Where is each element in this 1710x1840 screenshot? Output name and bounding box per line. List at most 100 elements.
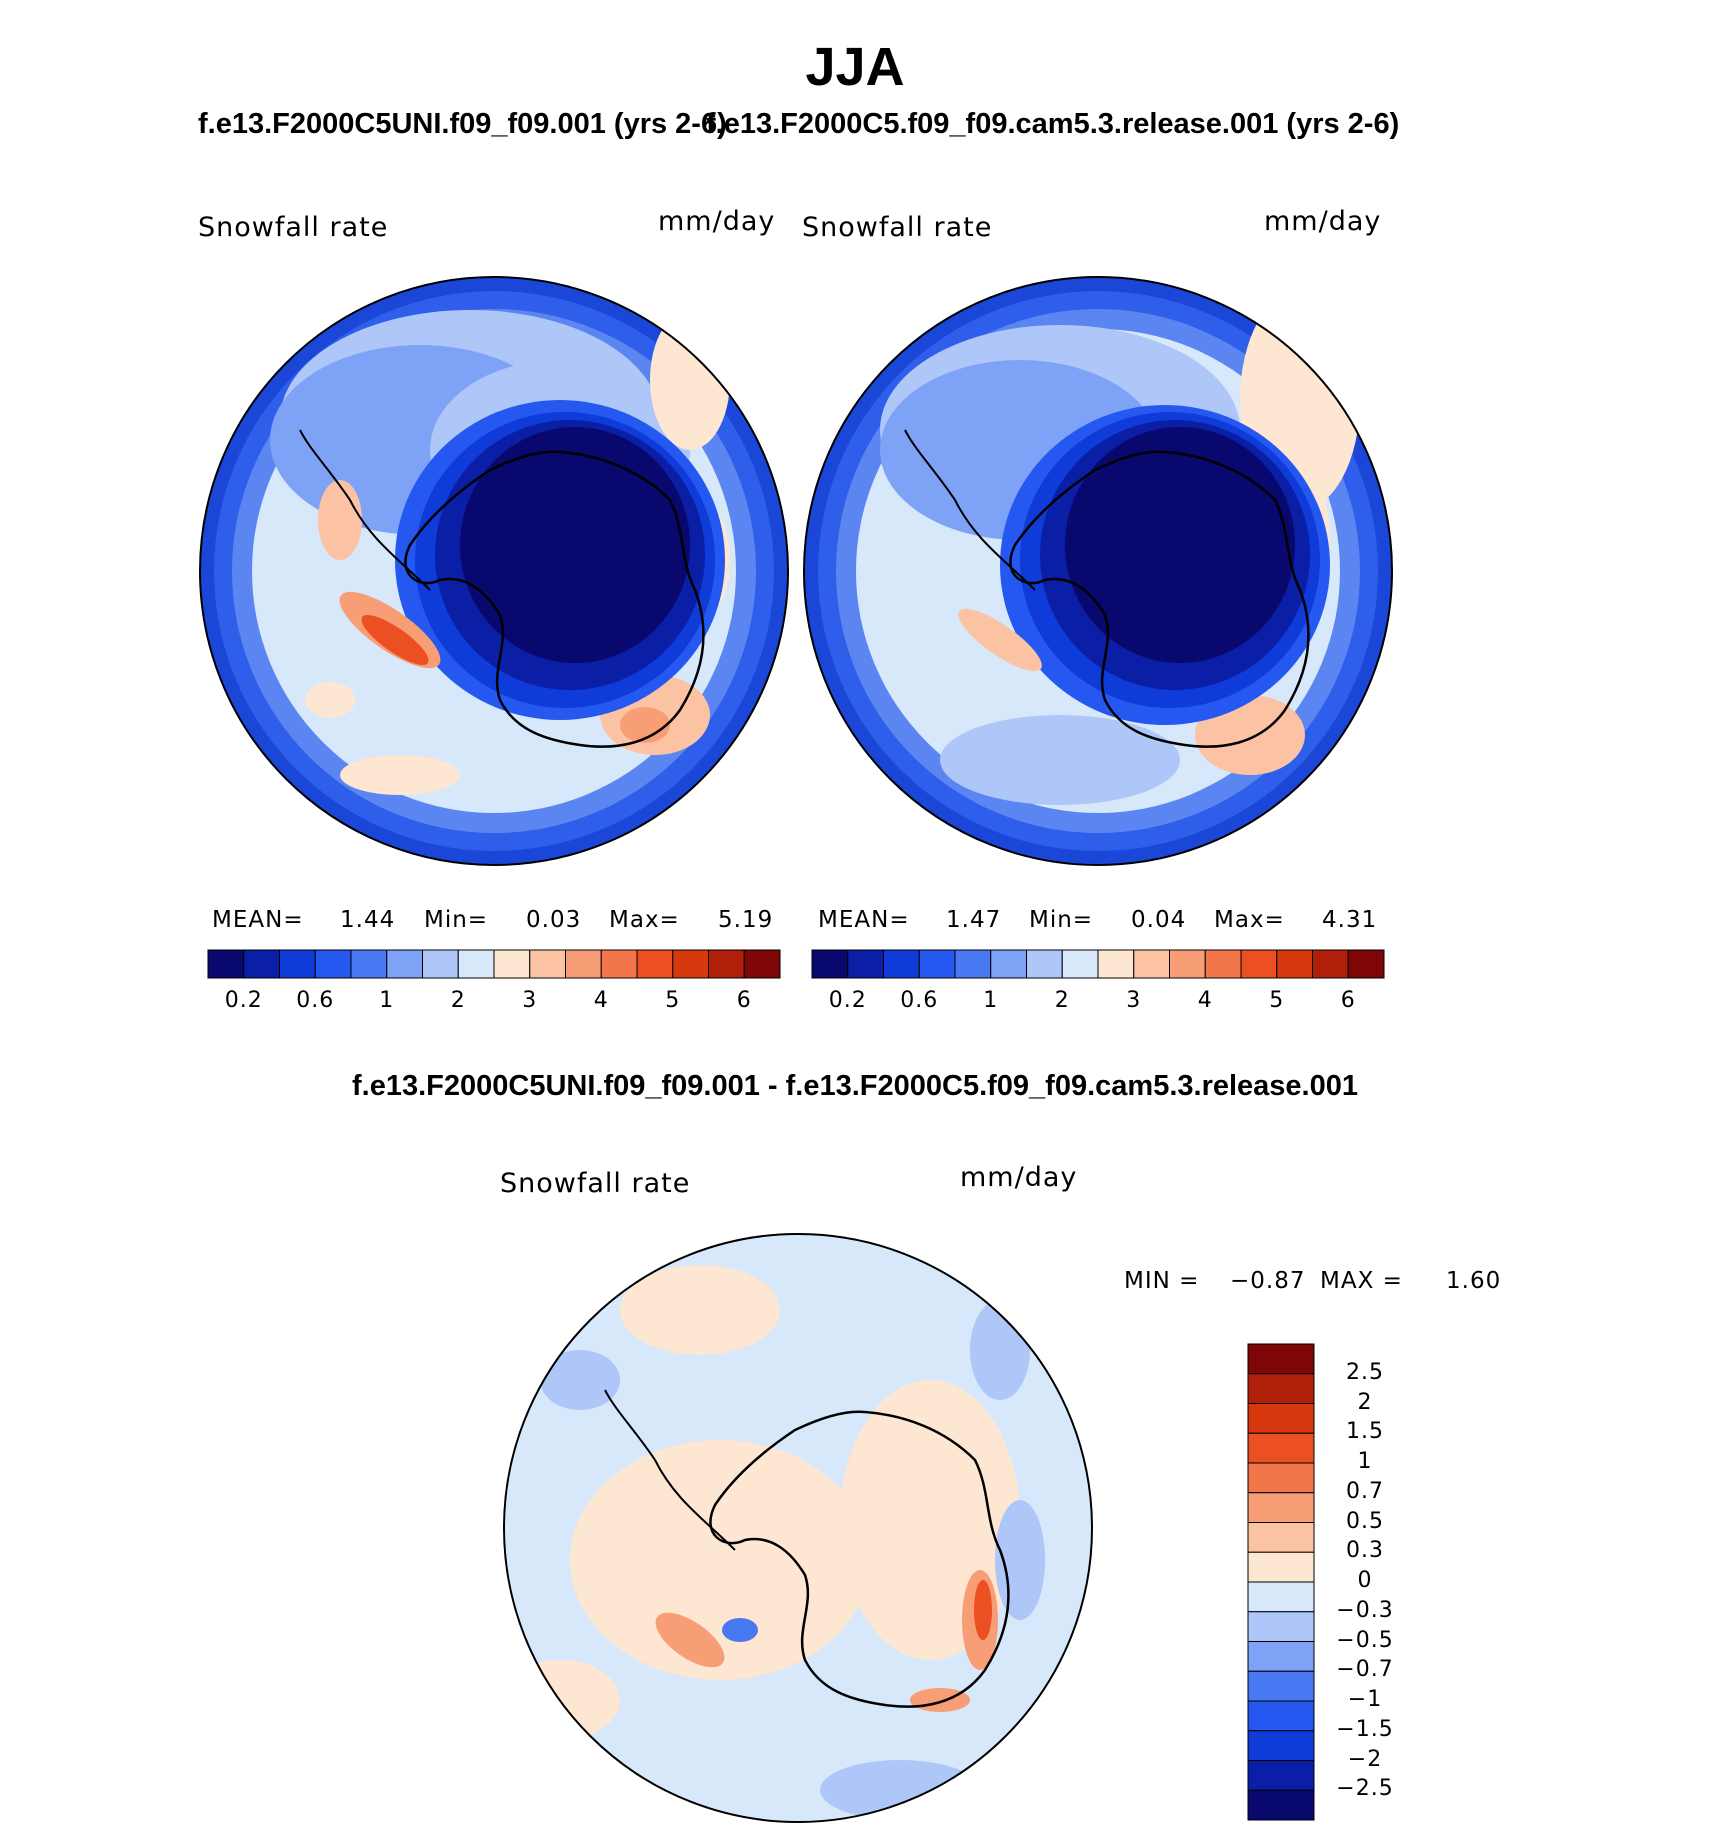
- colorbar-swatch: [279, 949, 316, 979]
- difference-variable-label: Snowfall rate: [500, 1168, 691, 1199]
- colorbar-swatch: [1347, 949, 1385, 979]
- colorbar-tick-label: 2: [450, 988, 466, 1013]
- colorbar-swatch: [708, 949, 745, 979]
- colorbar-tick-label: −2.5: [1336, 1776, 1394, 1802]
- colorbar-tick-label: 1: [1357, 1449, 1373, 1474]
- colorbar-tick-label: −0.3: [1336, 1597, 1394, 1623]
- panel1-mean-label: MEAN=: [212, 907, 304, 933]
- colorbar-swatch: [1247, 1641, 1315, 1672]
- colorbar-tick-label: 2.5: [1346, 1359, 1384, 1385]
- colorbar-swatch: [1247, 1403, 1315, 1434]
- colorbar-swatch: [243, 949, 280, 979]
- colorbar-swatch: [350, 949, 388, 979]
- colorbar-swatch: [1247, 1581, 1315, 1613]
- colorbar-tick-label: 1.5: [1346, 1419, 1384, 1445]
- panel2-case-title: f.e13.F2000C5.f09_f09.cam5.3.release.001…: [706, 108, 1400, 140]
- colorbar-tick-label: −1: [1347, 1687, 1383, 1712]
- colorbar-tick-label: 5: [665, 988, 681, 1013]
- colorbar-tick-label: −0.5: [1336, 1627, 1394, 1653]
- colorbar-swatch: [1240, 949, 1278, 979]
- panel1-case-title: f.e13.F2000C5UNI.f09_f09.001 (yrs 2-6): [198, 108, 727, 140]
- difference-title: f.e13.F2000C5UNI.f09_f09.001 - f.e13.F20…: [352, 1070, 1358, 1102]
- colorbar-swatch: [918, 949, 956, 979]
- colorbar-swatch: [1026, 949, 1063, 979]
- figure-title: JJA: [805, 37, 905, 97]
- colorbar-tick-label: 0.6: [296, 988, 335, 1013]
- colorbar-tick-label: 4: [593, 988, 609, 1013]
- colorbar-swatch: [386, 949, 423, 979]
- panel2-min-label: Min=: [1029, 907, 1094, 933]
- colorbar-swatch: [1247, 1551, 1315, 1583]
- colorbar-swatch: [1247, 1522, 1315, 1553]
- colorbar-tick-label: 1: [379, 988, 395, 1013]
- colorbar-tick-label: −0.7: [1336, 1657, 1394, 1683]
- panel1-variable-label: Snowfall rate: [198, 212, 389, 243]
- colorbar-tick-label: 2: [1357, 1389, 1373, 1415]
- panel1-max-value: 5.19: [718, 907, 774, 933]
- difference-max-label: MAX =: [1320, 1268, 1403, 1294]
- colorbar-swatch: [1097, 949, 1135, 979]
- colorbar-swatch: [743, 949, 781, 979]
- colorbar-swatch: [1247, 1760, 1315, 1791]
- difference-colorbar: [1247, 1343, 1315, 1821]
- colorbar-swatch: [1312, 949, 1349, 979]
- colorbar-tick-label: 0.2: [828, 988, 867, 1013]
- difference-min-label: MIN =: [1124, 1268, 1200, 1294]
- panel1-min-value: 0.03: [526, 907, 582, 933]
- panel2-polar-map: [804, 277, 1392, 865]
- colorbar-swatch: [529, 949, 566, 979]
- panel2-colorbar: [811, 949, 1385, 979]
- colorbar-swatch: [1247, 1373, 1315, 1404]
- colorbar-swatch: [1061, 949, 1099, 979]
- colorbar-swatch: [600, 949, 638, 979]
- panel1-units-label: mm/day: [658, 206, 776, 237]
- panel2-max-value: 4.31: [1322, 907, 1378, 933]
- colorbar-tick-label: −1.5: [1336, 1716, 1394, 1742]
- colorbar-swatch: [883, 949, 920, 979]
- colorbar-swatch: [422, 949, 459, 979]
- colorbar-swatch: [954, 949, 992, 979]
- colorbar-swatch: [1247, 1432, 1315, 1464]
- colorbar-swatch: [1247, 1343, 1315, 1375]
- colorbar-swatch: [1247, 1730, 1315, 1761]
- panel1-colorbar: [207, 949, 781, 979]
- colorbar-swatch: [1247, 1789, 1315, 1821]
- colorbar-swatch: [990, 949, 1027, 979]
- colorbar-swatch: [1169, 949, 1206, 979]
- difference-units-label: mm/day: [960, 1162, 1078, 1193]
- colorbar-swatch: [636, 949, 674, 979]
- colorbar-tick-label: 0.5: [1346, 1508, 1384, 1534]
- colorbar-tick-label: 0.7: [1346, 1478, 1384, 1504]
- colorbar-tick-label: 4: [1197, 988, 1213, 1013]
- colorbar-swatch: [811, 949, 849, 979]
- colorbar-swatch: [1276, 949, 1313, 979]
- colorbar-tick-label: 1: [983, 988, 999, 1013]
- colorbar-swatch: [457, 949, 495, 979]
- colorbar-swatch: [1247, 1700, 1315, 1732]
- colorbar-swatch: [1247, 1611, 1315, 1642]
- colorbar-tick-label: 0: [1357, 1568, 1373, 1593]
- colorbar-swatch: [1247, 1462, 1315, 1494]
- colorbar-swatch: [847, 949, 884, 979]
- colorbar-tick-label: 3: [1126, 988, 1142, 1013]
- colorbar-swatch: [565, 949, 602, 979]
- colorbar-tick-label: 0.3: [1346, 1538, 1384, 1564]
- colorbar-swatch: [207, 949, 245, 979]
- colorbar-tick-label: 3: [522, 988, 538, 1013]
- colorbar-tick-label: −2: [1347, 1746, 1383, 1772]
- colorbar-swatch: [1247, 1670, 1315, 1702]
- colorbar-swatch: [672, 949, 709, 979]
- panel2-units-label: mm/day: [1264, 206, 1382, 237]
- panel1-min-label: Min=: [424, 907, 489, 933]
- colorbar-tick-label: 0.6: [900, 988, 939, 1013]
- panel1-polar-map: [200, 277, 788, 865]
- difference-min-value: −0.87: [1230, 1268, 1306, 1294]
- panel1-mean-value: 1.44: [340, 907, 396, 933]
- colorbar-tick-label: 5: [1269, 988, 1285, 1013]
- colorbar-tick-label: 6: [1340, 988, 1356, 1013]
- panel2-variable-label: Snowfall rate: [802, 212, 993, 243]
- panel2-mean-label: MEAN=: [818, 907, 910, 933]
- colorbar-swatch: [1133, 949, 1170, 979]
- colorbar-swatch: [1247, 1492, 1315, 1523]
